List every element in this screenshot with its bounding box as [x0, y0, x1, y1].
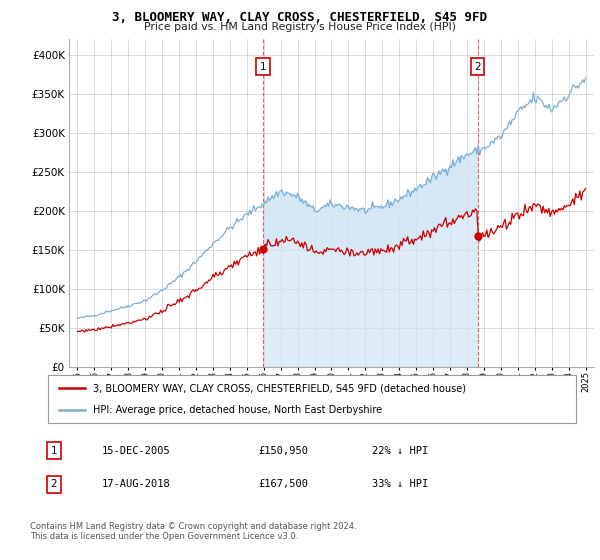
Text: 15-DEC-2005: 15-DEC-2005 — [102, 446, 171, 456]
Text: £167,500: £167,500 — [258, 479, 308, 489]
Text: Price paid vs. HM Land Registry's House Price Index (HPI): Price paid vs. HM Land Registry's House … — [144, 22, 456, 32]
Text: £150,950: £150,950 — [258, 446, 308, 456]
Text: 1: 1 — [50, 446, 58, 456]
Text: 22% ↓ HPI: 22% ↓ HPI — [372, 446, 428, 456]
Text: 1: 1 — [260, 62, 266, 72]
Text: 2: 2 — [50, 479, 58, 489]
Text: 3, BLOOMERY WAY, CLAY CROSS, CHESTERFIELD, S45 9FD: 3, BLOOMERY WAY, CLAY CROSS, CHESTERFIEL… — [113, 11, 487, 24]
Text: 17-AUG-2018: 17-AUG-2018 — [102, 479, 171, 489]
Text: 3, BLOOMERY WAY, CLAY CROSS, CHESTERFIELD, S45 9FD (detached house): 3, BLOOMERY WAY, CLAY CROSS, CHESTERFIEL… — [93, 383, 466, 393]
Text: HPI: Average price, detached house, North East Derbyshire: HPI: Average price, detached house, Nort… — [93, 405, 382, 415]
Text: Contains HM Land Registry data © Crown copyright and database right 2024.
This d: Contains HM Land Registry data © Crown c… — [30, 522, 356, 542]
Text: 2: 2 — [475, 62, 481, 72]
Text: 33% ↓ HPI: 33% ↓ HPI — [372, 479, 428, 489]
